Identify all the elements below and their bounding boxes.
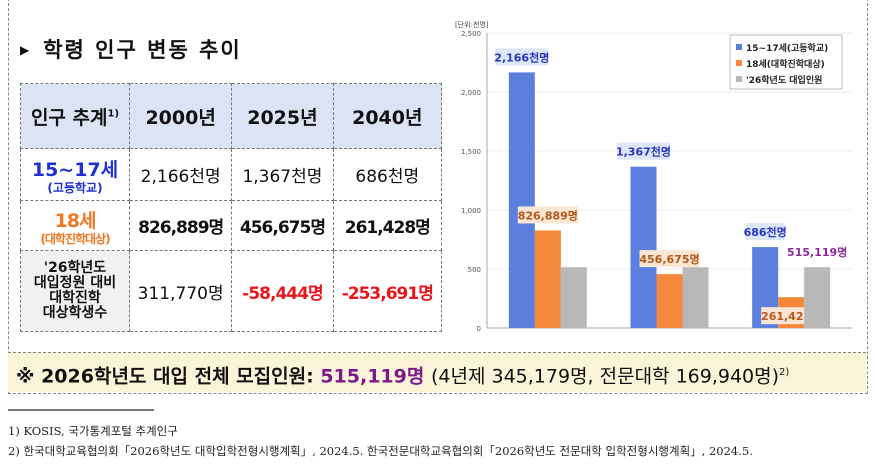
footnote-ref: 1): [107, 108, 120, 120]
legend-label: 18세(대학진학대상): [746, 58, 825, 70]
legend-swatch: [736, 44, 742, 50]
row-label-line: 대학진학: [49, 290, 101, 306]
row-label-sub: (고등학교): [47, 180, 103, 195]
chart-svg: [단위:천명] 0 500 1,000 1,500 2,000 2,500 2000년 2,16…: [455, 20, 852, 348]
row-label-sub: (대학진학대상): [40, 231, 110, 246]
triangle-bullet-icon: ▶: [20, 43, 32, 57]
y-tick-label: 1,500: [461, 148, 481, 156]
data-label-bg: [617, 142, 670, 160]
data-label: 456,675명: [639, 252, 699, 266]
bar-chart: [단위:천명] 0 500 1,000 1,500 2,000 2,500 2000년 2,16…: [447, 15, 866, 348]
legend: [729, 34, 843, 90]
unit-label: [단위:천명]: [455, 20, 489, 29]
y-tick-label: 1,000: [461, 207, 481, 215]
header-cell: 인구 추계1): [20, 83, 130, 149]
bar: [682, 267, 709, 328]
footnote-1: 1) KOSIS, 국가통계포털 추계인구: [8, 424, 178, 438]
table-row: 18세 (대학진학대상) 826,889명 456,675명 261,428명: [20, 200, 443, 251]
y-tick-label: 2,000: [461, 89, 481, 97]
table-row: 15~17세 (고등학교) 2,166천명 1,367천명 686천명: [20, 148, 443, 201]
table-cell: -58,444명: [231, 250, 334, 332]
bar: [508, 72, 535, 328]
table-cell: 686천명: [332, 148, 443, 201]
row-label: '26학년도 대입정원 대비 대학진학 대상학생수: [20, 250, 130, 332]
table-row: '26학년도 대입정원 대비 대학진학 대상학생수 311,770명 -58,4…: [20, 250, 443, 332]
bar: [656, 274, 683, 328]
row-label: 15~17세 (고등학교): [20, 148, 130, 201]
y-tick-label: 0: [477, 325, 481, 333]
header-label: 인구 추계: [30, 106, 108, 129]
y-tick-label: 500: [468, 266, 481, 274]
data-label: 2,166천명: [494, 50, 549, 64]
bar: [804, 267, 831, 328]
bar: [630, 166, 657, 328]
table-cell: 1,367천명: [231, 148, 334, 201]
x-tick-label: 2000년: [534, 338, 562, 339]
header-cell: 2025년: [231, 83, 334, 149]
legend-label: 15~17세(고등학교): [746, 42, 828, 54]
data-label: 515,119명: [787, 245, 847, 259]
total-recruitment-banner: ※ 2026학년도 대입 전체 모집인원: 515,119명 (4년제 345,…: [8, 352, 866, 392]
banner-total: 515,119명: [320, 365, 425, 388]
table-cell: 261,428명: [332, 200, 443, 251]
table-cell: 2,166천명: [128, 148, 233, 201]
data-label-bg: [745, 223, 785, 241]
row-label: 18세 (대학진학대상): [20, 200, 130, 251]
table-cell: 456,675명: [231, 200, 334, 251]
data-label-bg: [495, 48, 549, 66]
table-cell: 311,770명: [128, 250, 233, 332]
row-label-line: '26학년도: [43, 260, 107, 276]
legend-swatch: [736, 76, 742, 82]
bar: [560, 267, 587, 328]
table-cell: -253,691명: [332, 250, 443, 332]
bar: [534, 230, 561, 328]
x-tick-label: 2040년: [777, 338, 805, 339]
footnote-divider: [8, 409, 154, 411]
data-label-bg: [639, 250, 700, 268]
header-cell: 2000년: [128, 83, 233, 149]
title-text: 학령 인구 변동 추이: [43, 38, 242, 62]
data-label: 826,889명: [518, 208, 578, 222]
content-frame: [8, 0, 868, 394]
data-label-bg: [517, 206, 578, 224]
row-label-line: 대입정원 대비: [33, 275, 117, 291]
footnote-2: 2) 한국대학교육협의회「2026학년도 대학입학전형시행계획」, 2024.5…: [8, 444, 753, 458]
banner-detail: (4년제 345,179명, 전문대학 169,940명): [430, 365, 780, 388]
population-table: 인구 추계1) 2000년 2025년 2040년 15~17세 (고등학교) 2…: [20, 83, 443, 332]
banner-prefix: ※ 2026학년도 대입 전체 모집인원:: [16, 365, 314, 388]
row-label-line: 대상학생수: [42, 305, 108, 321]
footnote-ref: 2): [779, 367, 790, 378]
data-label: 686천명: [744, 225, 787, 239]
table-header-row: 인구 추계1) 2000년 2025년 2040년: [20, 83, 443, 149]
row-label-main: 18세: [54, 209, 97, 232]
header-cell: 2040년: [332, 83, 443, 149]
legend-label: '26학년도 대입인원: [746, 74, 822, 86]
legend-swatch: [736, 60, 742, 66]
table-cell: 826,889명: [128, 200, 233, 251]
data-label: 1,367천명: [616, 145, 671, 159]
y-tick-label: 2,500: [461, 30, 481, 38]
row-label-main: 15~17세: [31, 158, 119, 181]
x-tick-label: 2025년: [656, 338, 684, 339]
section-title: ▶ 학령 인구 변동 추이: [20, 34, 242, 64]
